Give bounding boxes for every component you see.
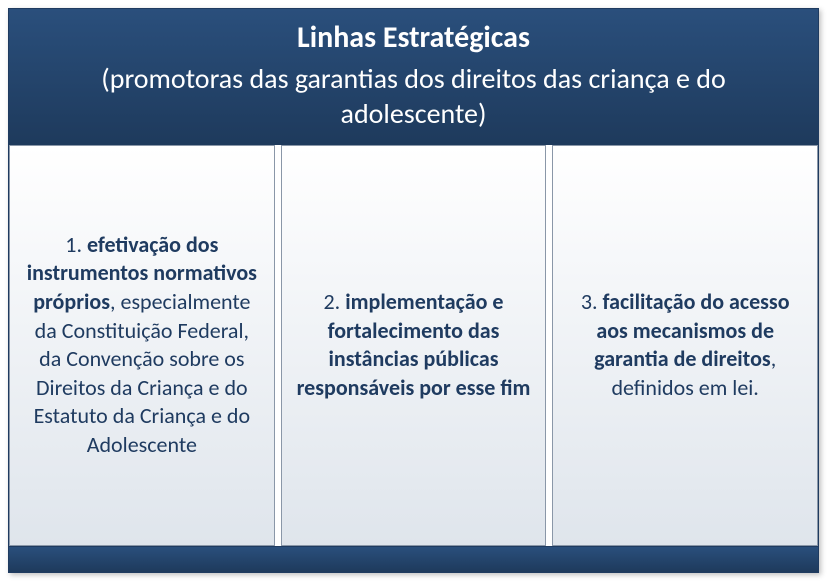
column-1-number: 1. — [65, 231, 87, 258]
column-2-number: 2. — [324, 288, 346, 315]
column-1: 1. efetivação dos instrumentos normativo… — [9, 145, 275, 547]
footer-bar — [9, 546, 818, 572]
column-3-bold: facilitação do acesso aos mecanismos de … — [594, 288, 789, 372]
column-2-text: 2. implementação e fortalecimento das in… — [296, 288, 532, 402]
header-title: Linhas Estratégicas — [27, 19, 800, 57]
strategic-lines-frame: Linhas Estratégicas (promotoras das gara… — [8, 8, 819, 573]
column-1-text: 1. efetivação dos instrumentos normativo… — [24, 231, 260, 460]
column-3-text: 3. facilitação do acesso aos mecanismos … — [567, 288, 803, 402]
column-3-number: 3. — [581, 288, 603, 315]
columns-row: 1. efetivação dos instrumentos normativo… — [9, 145, 818, 547]
header-subtitle: (promotoras das garantias dos direitos d… — [27, 61, 800, 131]
header-panel: Linhas Estratégicas (promotoras das gara… — [9, 9, 818, 145]
column-2: 2. implementação e fortalecimento das in… — [281, 145, 547, 547]
column-3: 3. facilitação do acesso aos mecanismos … — [552, 145, 818, 547]
